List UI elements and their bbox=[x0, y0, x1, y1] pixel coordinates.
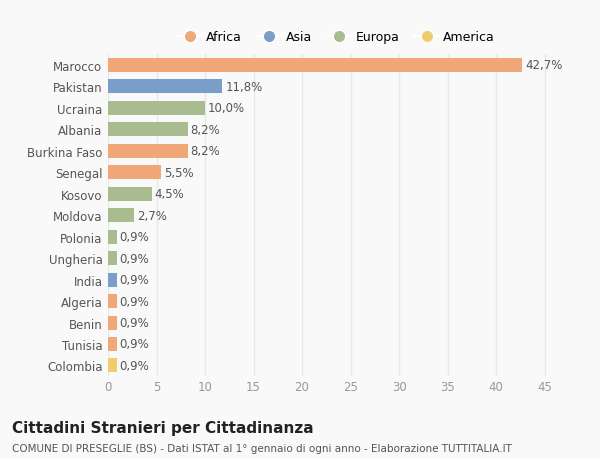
Text: 0,9%: 0,9% bbox=[119, 295, 149, 308]
Text: 0,9%: 0,9% bbox=[119, 359, 149, 372]
Text: 10,0%: 10,0% bbox=[208, 102, 245, 115]
Bar bbox=[108, 123, 188, 137]
Bar bbox=[108, 337, 117, 351]
Bar bbox=[108, 358, 117, 373]
Bar bbox=[108, 59, 522, 73]
Bar bbox=[108, 145, 188, 158]
Text: 4,5%: 4,5% bbox=[155, 188, 184, 201]
Text: 42,7%: 42,7% bbox=[525, 59, 563, 72]
Legend: Africa, Asia, Europa, America: Africa, Asia, Europa, America bbox=[172, 26, 500, 49]
Text: 8,2%: 8,2% bbox=[190, 145, 220, 158]
Bar bbox=[108, 316, 117, 330]
Bar bbox=[108, 209, 134, 223]
Text: 0,9%: 0,9% bbox=[119, 316, 149, 329]
Text: 0,9%: 0,9% bbox=[119, 252, 149, 265]
Text: 11,8%: 11,8% bbox=[226, 81, 263, 94]
Text: 0,9%: 0,9% bbox=[119, 274, 149, 286]
Text: 5,5%: 5,5% bbox=[164, 167, 194, 179]
Bar bbox=[108, 187, 152, 201]
Bar bbox=[108, 295, 117, 308]
Bar bbox=[108, 273, 117, 287]
Text: Cittadini Stranieri per Cittadinanza: Cittadini Stranieri per Cittadinanza bbox=[12, 420, 314, 435]
Text: 8,2%: 8,2% bbox=[190, 123, 220, 136]
Bar bbox=[108, 230, 117, 244]
Bar bbox=[108, 101, 205, 116]
Text: 0,9%: 0,9% bbox=[119, 338, 149, 351]
Bar bbox=[108, 252, 117, 265]
Text: 0,9%: 0,9% bbox=[119, 231, 149, 244]
Text: 2,7%: 2,7% bbox=[137, 209, 167, 222]
Bar bbox=[108, 80, 223, 94]
Bar bbox=[108, 166, 161, 180]
Text: COMUNE DI PRESEGLIE (BS) - Dati ISTAT al 1° gennaio di ogni anno - Elaborazione : COMUNE DI PRESEGLIE (BS) - Dati ISTAT al… bbox=[12, 443, 512, 453]
